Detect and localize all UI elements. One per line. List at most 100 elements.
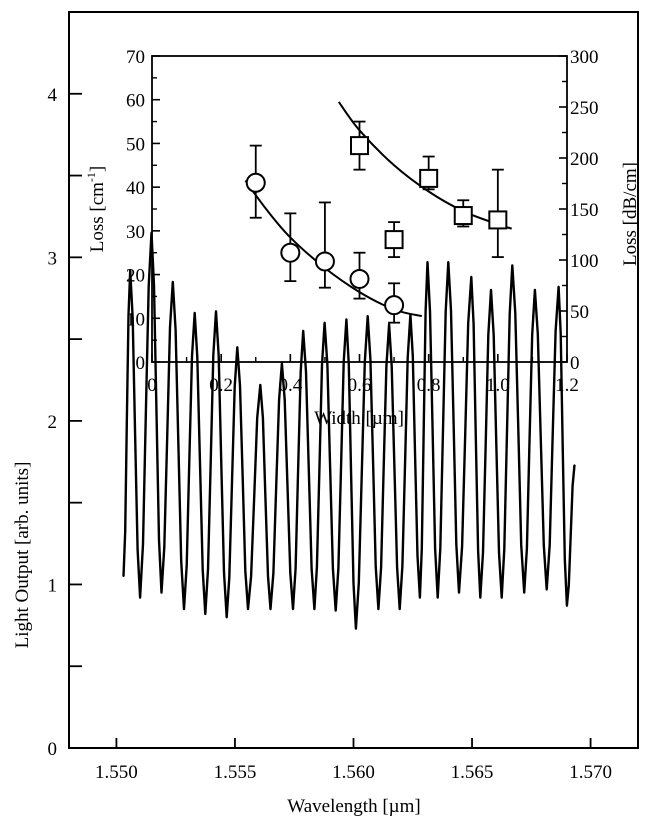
- inset-right-y-tick-label: 250: [570, 98, 599, 119]
- main-y-axis-minor-ticks: [69, 174, 82, 668]
- square-data-point: [488, 210, 508, 230]
- inset-right-y-tick-label: 50: [570, 302, 589, 323]
- spectrum-extremum-point: [139, 596, 141, 599]
- inset-x-axis-ticks: 0 0.2 0.4 0.6 0.8 1.0 1.2: [147, 354, 579, 396]
- spectrum-extremum-point: [215, 310, 217, 313]
- circle-data-point: [349, 268, 370, 289]
- spectrum-points: [122, 232, 576, 630]
- spectrum-extremum-point: [292, 608, 294, 610]
- inset-left-y-tick-label: 10: [126, 309, 145, 330]
- main-chart: 1.550 1.555 1.560 1.565 1.570 0 1 2 3 4 Waveleng…: [12, 11, 639, 817]
- main-y-axis-ticks: 0 1 2 3 4: [48, 85, 82, 760]
- inset-x-tick-label: 0.6: [348, 375, 372, 396]
- inset-left-y-axis-ticks: 0 10 20 30 40 50 60 70: [126, 47, 160, 374]
- inset-right-y-tick-label: 0: [570, 353, 580, 374]
- inset-right-y-tick-label: 100: [570, 251, 599, 272]
- spectrum-extremum-point: [447, 261, 450, 264]
- inset-right-y-tick-label: 300: [570, 47, 599, 68]
- inset-x-tick-label: 1.0: [486, 375, 510, 396]
- spectrum-extremum-point: [269, 608, 272, 610]
- main-x-tick-label: 1.570: [569, 762, 612, 783]
- inset-left-y-tick-label: 20: [126, 266, 145, 287]
- spectrum-extremum-point: [129, 269, 131, 272]
- main-x-tick-label: 1.565: [451, 762, 494, 783]
- spectrum-line: [122, 231, 576, 630]
- spectrum-extremum-point: [500, 596, 503, 599]
- spectrum-extremum-point: [377, 608, 380, 610]
- main-y-tick-label: 4: [48, 85, 58, 106]
- spectrum-extremum-point: [566, 604, 568, 607]
- circle-data-point: [245, 172, 266, 193]
- inset-left-y-tick-label: 70: [126, 47, 145, 68]
- spectrum-extremum-point: [398, 608, 401, 610]
- inset-left-y-tick-label: 60: [126, 91, 145, 112]
- inset-chart: 0 0.2 0.4 0.6 0.8 1.0 1.2 0 10 20 30 40 50 60 70 0 50 1…: [84, 47, 641, 429]
- spectrum-extremum-point: [183, 608, 185, 610]
- spectrum-extremum-point: [334, 609, 337, 612]
- spectrum-extremum-point: [122, 575, 125, 578]
- inset-left-y-tick-label: 40: [126, 178, 145, 199]
- spectrum-extremum-point: [323, 322, 326, 324]
- spectrum-extremum-point: [557, 286, 560, 288]
- spectrum-extremum-point: [545, 588, 548, 591]
- spectrum-extremum-point: [470, 276, 473, 278]
- spectrum-extremum-point: [225, 616, 228, 618]
- spectrum-extremum-point: [345, 318, 348, 321]
- spectrum-extremum-point: [426, 261, 429, 264]
- spectrum-extremum-point: [160, 591, 163, 594]
- circle-data-point: [280, 242, 301, 263]
- spectrum-extremum-point: [281, 362, 283, 365]
- inset-left-y-tick-label: 30: [126, 222, 145, 243]
- spectrum-extremum-point: [479, 596, 482, 599]
- spectrum-extremum-point: [523, 591, 525, 594]
- spectrum-extremum-point: [366, 315, 369, 318]
- main-y-tick-label: 0: [48, 739, 58, 760]
- spectrum-extremum-point: [490, 289, 492, 291]
- spectrum-extremum-point: [204, 613, 207, 615]
- spectrum-extremum-point: [355, 627, 357, 630]
- spectrum-extremum-point: [511, 264, 514, 267]
- square-data-point: [419, 168, 439, 188]
- inset-right-y-axis-ticks: 0 50 100 150 200 250 300: [559, 47, 599, 374]
- spectrum-extremum-point: [247, 608, 249, 610]
- inset-x-tick-label: 0.8: [417, 375, 441, 396]
- spectrum-extremum-point: [458, 591, 460, 594]
- inset-x-tick-label: 0.2: [209, 375, 233, 396]
- circle-data-point: [314, 251, 335, 272]
- main-y-axis-label: Light Output [arb. units]: [12, 462, 33, 649]
- inset-plot-frame: [151, 55, 568, 363]
- spectrum-extremum-point: [193, 312, 196, 314]
- circle-data-point: [384, 295, 405, 316]
- main-y-tick-label: 1: [48, 575, 58, 596]
- spectrum-extremum-point: [573, 464, 576, 466]
- inset-left-y-tick-label: 0: [136, 353, 146, 374]
- inset-left-y-axis-label-main: Loss [cm: [87, 182, 108, 252]
- square-data-point: [384, 230, 404, 250]
- inset-x-tick-label: 0: [147, 375, 157, 396]
- square-data-point: [453, 206, 473, 226]
- inset-left-y-axis-label-sup: -1: [84, 172, 98, 182]
- main-x-tick-label: 1.550: [95, 762, 138, 783]
- inset-markers: [245, 136, 508, 316]
- spectrum-extremum-point: [259, 384, 262, 386]
- spectrum-extremum-point: [419, 596, 421, 599]
- main-x-axis-label: Wavelength [µm]: [287, 796, 420, 817]
- spectrum-extremum-point: [436, 596, 439, 599]
- inset-right-y-tick-label: 150: [570, 200, 599, 221]
- main-y-tick-label: 3: [48, 248, 58, 269]
- inset-left-y-axis-label: Loss [cm-1]: [84, 166, 108, 253]
- main-x-tick-label: 1.555: [214, 762, 257, 783]
- inset-left-y-axis-label-close: ]: [87, 166, 108, 172]
- inset-right-y-axis-label: Loss [dB/cm]: [620, 162, 641, 266]
- spectrum-extremum-point: [172, 281, 174, 283]
- spectrum-extremum-point: [302, 330, 305, 332]
- inset-x-axis-label: Width [µm]: [314, 408, 404, 429]
- inset-left-y-tick-label: 50: [126, 134, 145, 155]
- spectrum-extremum-point: [534, 289, 536, 291]
- spectrum-extremum-point: [236, 346, 239, 349]
- spectrum-extremum-point: [388, 323, 390, 326]
- inset-x-tick-label: 1.2: [555, 375, 579, 396]
- square-data-point: [350, 136, 369, 156]
- inset-right-y-tick-label: 200: [570, 149, 599, 170]
